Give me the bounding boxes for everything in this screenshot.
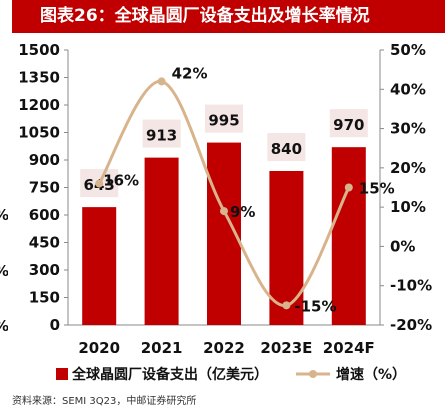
left-tick-label: 450 [29,234,60,252]
left-tick-label: 750 [29,179,60,197]
clipped-label: % [0,206,8,224]
left-tick-label: 1500 [18,41,60,59]
x-tick-label: 2022 [203,339,245,357]
legend-line-marker [309,370,317,378]
right-tick-label: -10% [390,277,432,295]
right-tick-label: 20% [390,159,426,177]
left-tick-label: 600 [29,206,60,224]
source-note: 资料来源：SEMI 3Q23，中邮证券研究所 [12,396,197,407]
growth-point [220,207,228,216]
growth-label: 9% [230,203,255,221]
value-label: 913 [146,127,177,145]
left-tick-label: 300 [29,261,60,279]
clipped-left-axis: % % % [0,0,8,402]
right-tick-label: 10% [390,198,426,216]
x-tick-label: 2021 [141,339,183,357]
left-tick-label: 1200 [18,96,60,114]
x-tick-label: 2024F [323,339,375,357]
clipped-label: % [0,262,8,280]
left-tick-label: 1050 [18,124,60,142]
left-tick-label: 150 [29,289,60,307]
legend-bar-swatch [56,368,68,380]
right-tick-label: 30% [390,120,426,138]
right-tick-label: -20% [390,316,432,334]
value-label-box [267,133,306,161]
legend-bar-label: 全球晶圆厂设备支出（亿美元） [71,366,268,383]
bar [331,147,366,325]
growth-label: 42% [172,64,208,82]
bar [144,157,179,325]
bar [269,171,304,325]
x-tick-label: 2020 [78,339,120,357]
right-tick-label: 50% [390,41,426,59]
growth-point [344,183,353,192]
right-tick-label: 40% [390,80,426,98]
value-label-box [142,119,181,148]
value-label-box [329,109,368,138]
growth-point [95,179,104,188]
growth-label: -15% [294,297,336,315]
left-tick-label: 900 [29,151,60,169]
legend-line-label: 增速（%） [336,366,406,383]
growth-point [282,301,291,310]
chart-title: 图表26：全球晶圆厂设备支出及增长率情况 [12,0,445,33]
left-tick-label: 1350 [18,69,60,87]
growth-label: 16% [103,172,139,190]
clipped-label: % [0,317,8,335]
right-tick-label: 0% [390,237,415,255]
bar [82,207,117,325]
growth-label: 15% [359,180,395,198]
value-label: 840 [271,140,302,158]
value-label-box [205,104,243,133]
left-tick-label: 0 [50,316,60,334]
value-label: 995 [208,112,239,130]
growth-point [157,77,166,86]
value-label: 970 [333,116,364,134]
x-tick-label: 2023E [260,339,312,357]
